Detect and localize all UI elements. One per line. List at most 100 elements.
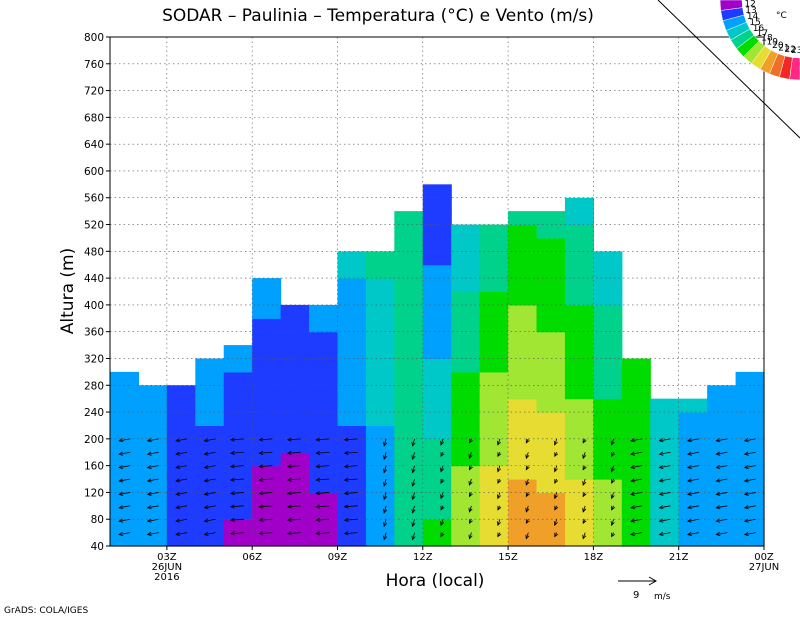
temperature-cell (223, 519, 253, 534)
temperature-cell (138, 385, 168, 400)
temperature-cell (365, 398, 395, 413)
wind-arrow (383, 452, 388, 461)
temperature-cell (621, 371, 651, 386)
temperature-cell (593, 479, 623, 494)
chart-title: SODAR – Paulinia – Temperatura (°C) e Ve… (162, 6, 594, 26)
temperature-cell (564, 331, 594, 346)
temperature-cell (735, 519, 765, 534)
temperature-cell (337, 331, 367, 346)
temperature-cell (223, 465, 253, 480)
temperature-cell (166, 412, 196, 427)
wind-arrow (411, 492, 416, 501)
temperature-cell (252, 452, 282, 467)
y-tick-label: 520 (84, 220, 104, 232)
temperature-cell (536, 465, 566, 480)
temperature-cell (536, 438, 566, 453)
temperature-cell (138, 492, 168, 507)
wind-arrow (582, 505, 587, 513)
temperature-cell (593, 318, 623, 333)
wind-arrow (553, 465, 558, 473)
wind-arrow (658, 491, 671, 496)
temperature-cell (508, 224, 538, 239)
temperature-cell (337, 492, 367, 507)
wind-arrow (258, 437, 273, 442)
temperature-field (110, 184, 765, 547)
temperature-cell (508, 251, 538, 266)
wind-arrow (525, 519, 530, 525)
temperature-cell (735, 412, 765, 427)
temperature-cell (650, 492, 680, 507)
temperature-cell (564, 371, 594, 386)
temperature-cell (678, 452, 708, 467)
temperature-cell (508, 264, 538, 279)
wind-arrow (203, 438, 216, 443)
wind-arrow (258, 531, 273, 536)
y-tick-label: 200 (84, 434, 104, 446)
wind-reference-arrowhead (648, 576, 658, 586)
wind-arrow (315, 504, 330, 509)
temperature-cell (536, 425, 566, 440)
wind-arrow (630, 478, 643, 483)
temperature-cell (110, 465, 140, 480)
temperature-cell (422, 291, 452, 306)
temperature-cell (536, 251, 566, 266)
wind-arrow (230, 504, 244, 509)
wind-arrow (496, 492, 501, 500)
temperature-cell (138, 465, 168, 480)
temperature-cell (735, 385, 765, 400)
temperature-cell (309, 412, 339, 427)
wind-arrow (440, 438, 445, 446)
temperature-cell (365, 412, 395, 427)
temperature-cell (479, 438, 509, 453)
wind-arrow (203, 478, 216, 483)
wind-arrow (525, 505, 530, 513)
temperature-cell (195, 385, 225, 400)
temperature-cell (678, 412, 708, 427)
temperature-cell (394, 211, 424, 226)
temperature-cell (309, 345, 339, 360)
temperature-cell (735, 371, 765, 386)
wind-arrow (175, 505, 188, 510)
wind-arrow (611, 452, 616, 458)
temperature-cell (422, 197, 452, 212)
x-axis-label: Hora (local) (386, 571, 485, 591)
temperature-cell (678, 465, 708, 480)
temperature-cell (110, 412, 140, 427)
temperature-cell (564, 479, 594, 494)
temperature-cell (223, 412, 253, 427)
wind-arrow (582, 532, 587, 540)
temperature-cell (223, 532, 253, 547)
temperature-cell (195, 398, 225, 413)
temperature-cell (479, 505, 509, 520)
wind-arrow (497, 532, 502, 538)
temperature-cell (337, 452, 367, 467)
temperature-cell (422, 211, 452, 226)
temperature-cell (337, 438, 367, 453)
temperature-cell (110, 438, 140, 453)
temperature-cell (337, 398, 367, 413)
temperature-cell (422, 278, 452, 293)
temperature-cell (593, 264, 623, 279)
wind-arrow (258, 477, 273, 482)
temperature-cell (479, 371, 509, 386)
temperature-cell (479, 237, 509, 252)
temperature-cell (337, 465, 367, 480)
temperature-cell (195, 438, 225, 453)
wind-arrow (230, 531, 244, 536)
temperature-cell (451, 278, 481, 293)
temperature-cell (166, 425, 196, 440)
temperature-cell (650, 438, 680, 453)
temperature-cell (309, 371, 339, 386)
temperature-cell (394, 398, 424, 413)
wind-arrow (497, 478, 502, 484)
temperature-cell (508, 304, 538, 319)
temperature-cell (252, 385, 282, 400)
temperature-cell (593, 425, 623, 440)
temperature-cell (280, 371, 310, 386)
temperature-cell (479, 358, 509, 373)
wind-arrow (658, 478, 671, 483)
temperature-cell (508, 237, 538, 252)
temperature-cell (110, 452, 140, 467)
temperature-cell (422, 492, 452, 507)
temperature-cell (110, 479, 140, 494)
